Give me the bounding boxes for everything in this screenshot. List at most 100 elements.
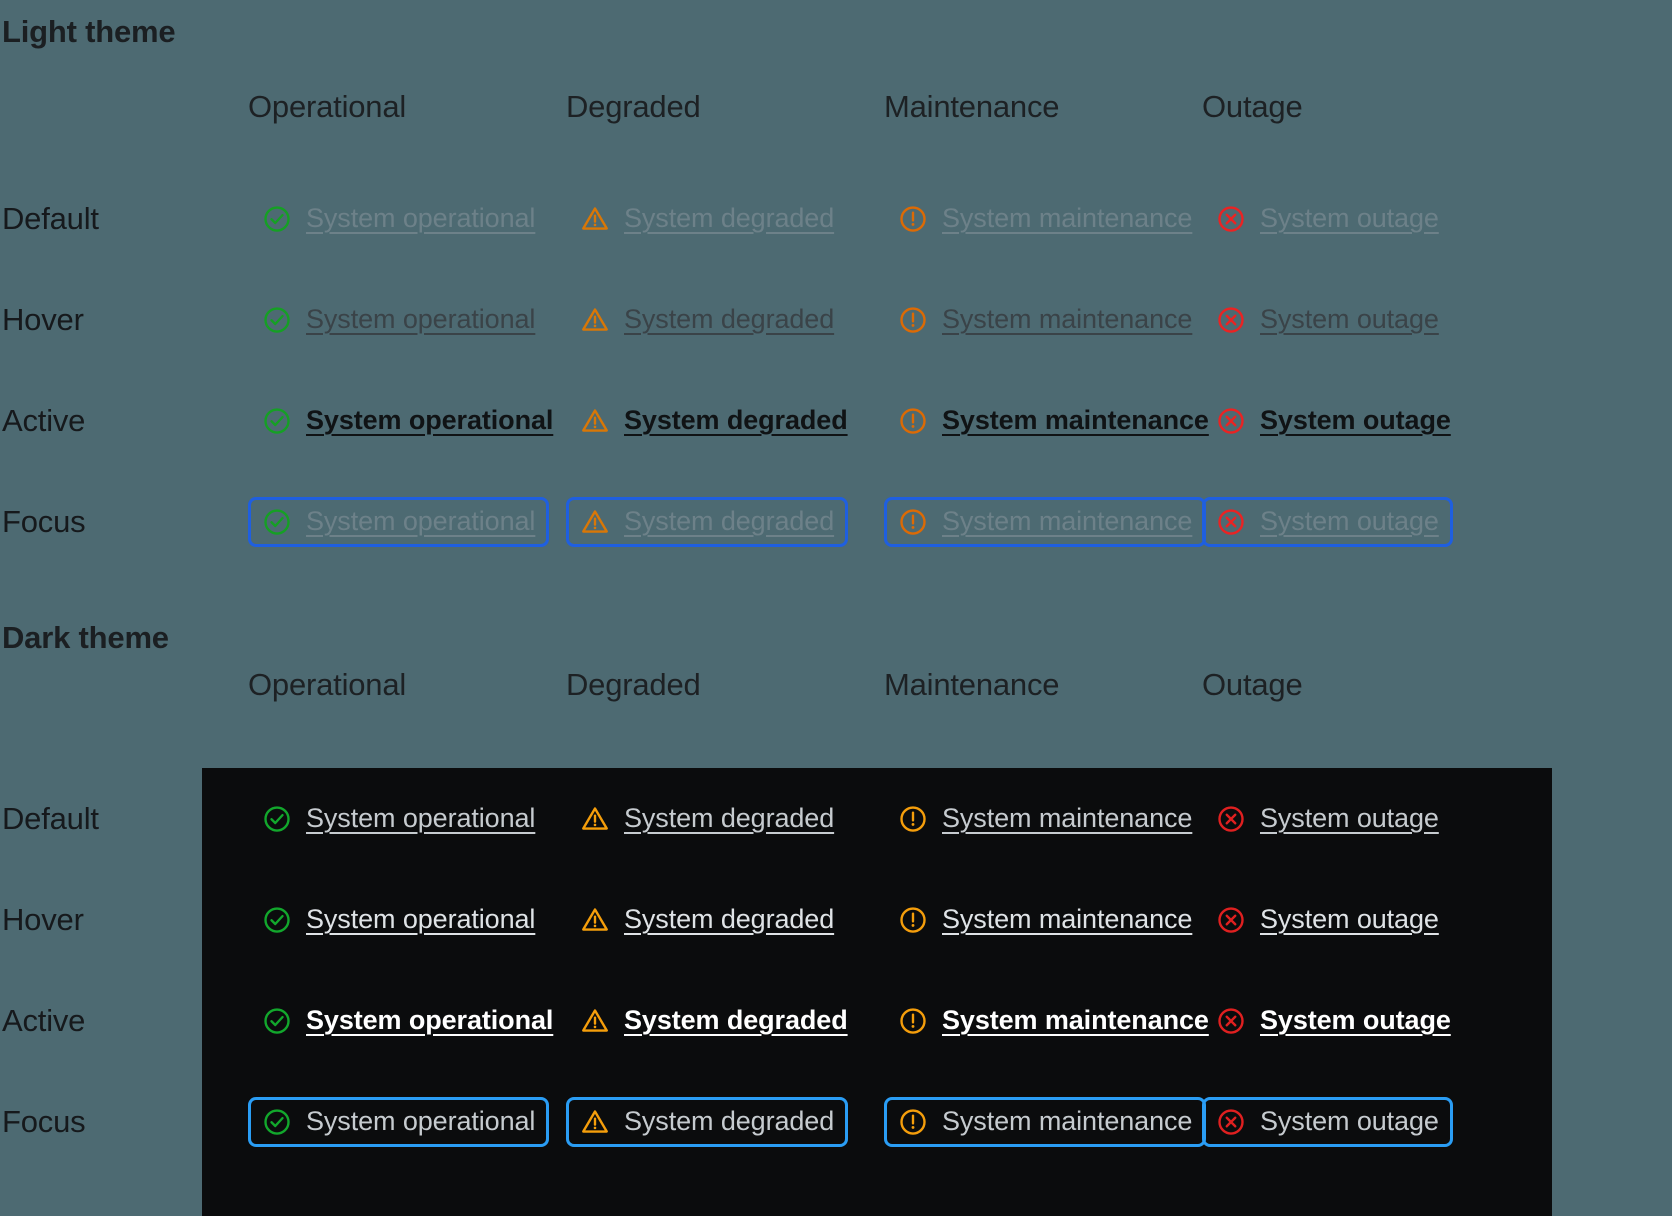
status-label-outage: System outage (1260, 304, 1439, 334)
dark-col-head-degraded-label: Degraded (566, 667, 701, 702)
light-col-head-maintenance-label: Maintenance (884, 89, 1060, 124)
status-label-operational: System operational (306, 904, 536, 934)
dark-theme-heading: Dark theme (2, 620, 169, 655)
dark-cell-focus-outage: System outage (1202, 1096, 1520, 1147)
light-cell-default-operational: System operational (248, 194, 566, 244)
light-row-default: Default System operational System degrad… (0, 168, 1520, 269)
light-header-row: Operational Degraded Maintenance Outage (0, 80, 1520, 134)
status-link-outage[interactable]: System outage (1202, 996, 1465, 1046)
status-link-outage[interactable]: System outage (1202, 194, 1453, 244)
dark-col-head-maintenance-label: Maintenance (884, 667, 1060, 702)
light-row-label-active: Active (2, 402, 86, 438)
dark-cell-active-maintenance: System maintenance (884, 996, 1209, 1046)
status-link-outage[interactable]: System outage (1202, 895, 1453, 945)
status-link-outage[interactable]: System outage (1202, 496, 1453, 547)
status-link-operational[interactable]: System operational (248, 396, 567, 446)
status-link-maintenance[interactable]: System maintenance (884, 1096, 1207, 1147)
light-row-label-hover: Hover (2, 301, 84, 337)
status-link-maintenance[interactable]: System maintenance (884, 194, 1206, 244)
status-link-maintenance[interactable]: System maintenance (884, 496, 1207, 547)
circle-exclamation-icon (900, 1108, 926, 1135)
status-link-degraded[interactable]: System degraded (566, 295, 848, 345)
light-cell-active-operational: System operational (248, 396, 566, 446)
dark-col-head-operational: Operational (248, 667, 566, 703)
status-link-maintenance[interactable]: System maintenance (884, 996, 1223, 1046)
circle-check-icon (264, 407, 290, 434)
status-link-degraded[interactable]: System degraded (566, 396, 862, 446)
status-label-operational: System operational (306, 304, 536, 334)
status-link-operational[interactable]: System operational (248, 295, 549, 345)
status-label-maintenance: System maintenance (942, 506, 1193, 536)
warning-triangle-icon (582, 907, 608, 931)
dark-row-label-active: Active (2, 1002, 86, 1038)
status-link-operational[interactable]: System operational (248, 1096, 550, 1147)
dark-col-head-maintenance: Maintenance (884, 667, 1202, 703)
status-link-maintenance[interactable]: System maintenance (884, 794, 1206, 844)
status-link-degraded[interactable]: System degraded (566, 496, 849, 547)
status-label-outage: System outage (1260, 203, 1439, 233)
dark-cell-hover-outage: System outage (1202, 895, 1520, 945)
status-link-outage[interactable]: System outage (1202, 794, 1453, 844)
status-link-degraded[interactable]: System degraded (566, 1096, 849, 1147)
status-link-degraded[interactable]: System degraded (566, 794, 848, 844)
status-label-operational: System operational (306, 1005, 554, 1035)
dark-theme-title: Dark theme (2, 620, 169, 656)
circle-x-icon (1218, 1108, 1244, 1135)
dark-col-head-degraded: Degraded (566, 667, 884, 703)
status-link-outage[interactable]: System outage (1202, 295, 1453, 345)
dark-cell-active-outage: System outage (1202, 996, 1520, 1046)
status-label-maintenance: System maintenance (942, 803, 1193, 833)
light-col-head-degraded-label: Degraded (566, 89, 701, 124)
circle-x-icon (1218, 306, 1244, 333)
status-link-maintenance[interactable]: System maintenance (884, 396, 1223, 446)
dark-cell-focus-maintenance: System maintenance (884, 1096, 1207, 1147)
circle-x-icon (1218, 1007, 1244, 1034)
status-label-operational: System operational (306, 506, 536, 536)
status-link-maintenance[interactable]: System maintenance (884, 295, 1206, 345)
dark-col-head-operational-label: Operational (248, 667, 407, 702)
status-link-maintenance[interactable]: System maintenance (884, 895, 1206, 945)
warning-triangle-icon (582, 408, 608, 432)
status-label-operational: System operational (306, 803, 536, 833)
status-label-outage: System outage (1260, 506, 1439, 536)
circle-x-icon (1218, 508, 1244, 535)
light-cell-hover-degraded: System degraded (566, 295, 884, 345)
status-label-degraded: System degraded (624, 203, 835, 233)
status-label-degraded: System degraded (624, 304, 835, 334)
status-label-maintenance: System maintenance (942, 1106, 1193, 1136)
status-link-operational[interactable]: System operational (248, 895, 549, 945)
light-cell-focus-degraded: System degraded (566, 496, 884, 547)
status-link-outage[interactable]: System outage (1202, 396, 1465, 446)
light-cell-default-outage: System outage (1202, 194, 1520, 244)
dark-row-active: Active System operational System degrade… (0, 970, 1520, 1071)
status-label-degraded: System degraded (624, 1005, 848, 1035)
status-label-outage: System outage (1260, 803, 1439, 833)
status-link-operational[interactable]: System operational (248, 496, 550, 547)
status-link-outage[interactable]: System outage (1202, 1096, 1453, 1147)
dark-cell-default-maintenance: System maintenance (884, 794, 1202, 844)
status-link-operational[interactable]: System operational (248, 996, 567, 1046)
light-cell-active-maintenance: System maintenance (884, 396, 1209, 446)
light-theme-grid: Operational Degraded Maintenance Outage … (0, 80, 1520, 572)
light-col-head-operational: Operational (248, 89, 566, 125)
status-link-degraded[interactable]: System degraded (566, 194, 848, 244)
dark-row-default: Default System operational System degrad… (0, 768, 1520, 869)
circle-check-icon (264, 306, 290, 333)
status-link-degraded[interactable]: System degraded (566, 895, 848, 945)
status-label-outage: System outage (1260, 1005, 1451, 1035)
status-label-degraded: System degraded (624, 803, 835, 833)
dark-cell-hover-maintenance: System maintenance (884, 895, 1202, 945)
dark-row-hover: Hover System operational System degraded (0, 869, 1520, 970)
circle-x-icon (1218, 906, 1244, 933)
status-link-operational[interactable]: System operational (248, 194, 549, 244)
status-label-operational: System operational (306, 203, 536, 233)
warning-triangle-icon (582, 1008, 608, 1032)
light-cell-focus-operational: System operational (248, 496, 566, 547)
status-label-operational: System operational (306, 405, 554, 435)
light-theme-title: Light theme (2, 14, 176, 50)
circle-exclamation-icon (900, 306, 926, 333)
light-row-label-focus: Focus (2, 503, 86, 539)
status-link-degraded[interactable]: System degraded (566, 996, 862, 1046)
status-link-operational[interactable]: System operational (248, 794, 549, 844)
status-label-outage: System outage (1260, 405, 1451, 435)
